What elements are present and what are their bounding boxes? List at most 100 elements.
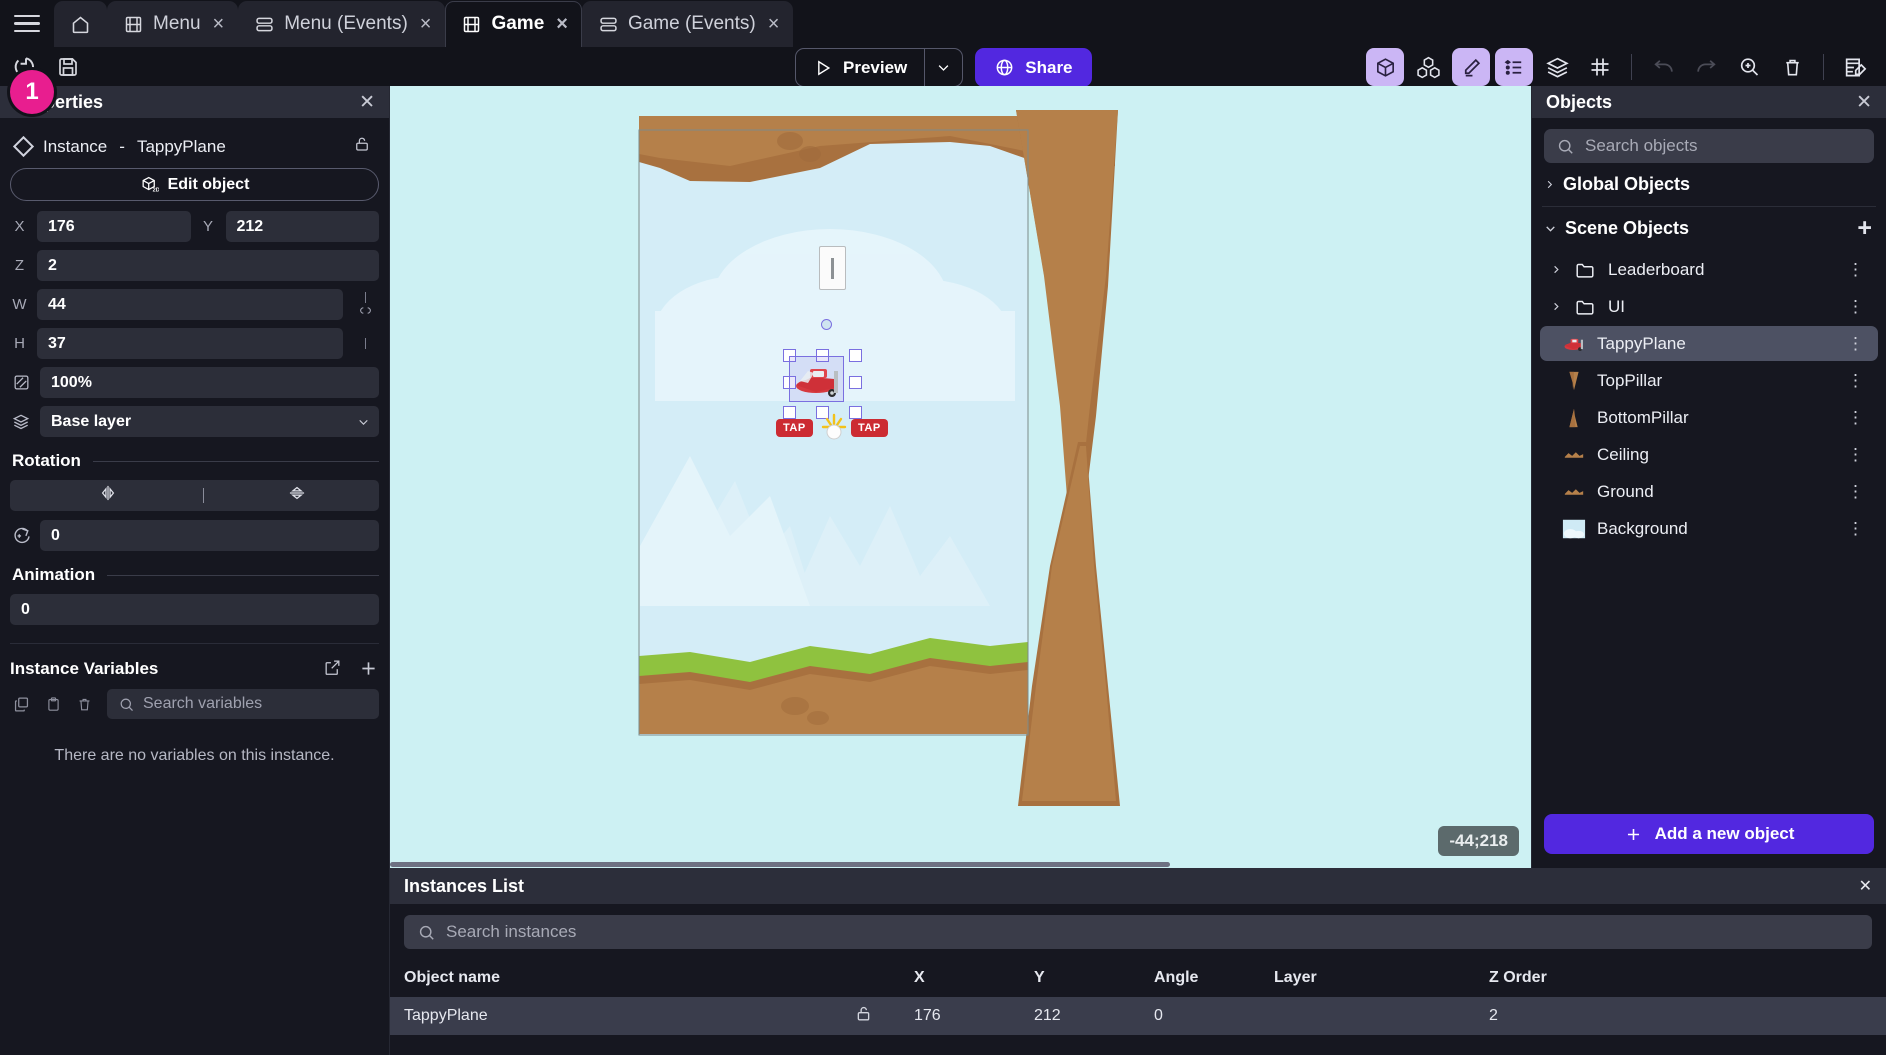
preview-button[interactable]: Preview xyxy=(796,49,924,86)
opacity-input[interactable]: 100% xyxy=(40,367,379,398)
close-icon[interactable]: ✕ xyxy=(1856,91,1872,113)
object-menu-icon[interactable]: ⋮ xyxy=(1847,333,1864,353)
h-input[interactable]: 37 xyxy=(37,328,343,359)
object-item-tappyplane[interactable]: TappyPlane ⋮ xyxy=(1540,326,1878,361)
y-input[interactable]: 212 xyxy=(225,211,379,242)
column-angle[interactable]: Angle xyxy=(1154,969,1199,986)
object-label: Background xyxy=(1597,518,1688,538)
object-menu-icon[interactable]: ⋮ xyxy=(1847,296,1864,316)
resize-handle-tc[interactable] xyxy=(816,349,829,362)
table-row[interactable]: TappyPlane 176 212 0 2 xyxy=(390,997,1886,1035)
delete-button[interactable] xyxy=(1773,48,1811,86)
object-item-background[interactable]: Background ⋮ xyxy=(1540,511,1878,546)
w-input[interactable]: 44 xyxy=(37,289,343,320)
instances-list-header: Instances List ✕ xyxy=(390,868,1886,904)
x-input[interactable]: 176 xyxy=(37,211,191,242)
redo-button[interactable] xyxy=(1687,48,1725,86)
tab-game[interactable]: Game × xyxy=(445,1,582,47)
open-external-icon[interactable] xyxy=(323,658,342,677)
z-input[interactable]: 2 xyxy=(37,250,379,281)
svg-text:2D: 2D xyxy=(152,188,158,194)
search-objects-input[interactable]: Search objects xyxy=(1544,129,1874,163)
rotation-input[interactable]: 0 xyxy=(40,520,379,551)
object-item-ground[interactable]: Ground ⋮ xyxy=(1540,474,1878,509)
instances-list-panel: Instances List ✕ Search instances Object… xyxy=(390,868,1886,1055)
object-menu-icon[interactable]: ⋮ xyxy=(1847,407,1864,427)
column-x[interactable]: X xyxy=(914,969,925,986)
global-objects-group[interactable]: Global Objects xyxy=(1532,163,1886,206)
edit-object-button[interactable]: 2D Edit object xyxy=(10,168,379,201)
preview-options-button[interactable] xyxy=(924,49,962,86)
open-editor-button[interactable] xyxy=(1836,48,1874,86)
resize-handle-bl[interactable] xyxy=(783,406,796,419)
tab-menu[interactable]: Menu × xyxy=(107,1,239,47)
object-item-ceiling[interactable]: Ceiling ⋮ xyxy=(1540,437,1878,472)
folder-icon xyxy=(1576,263,1594,278)
object-item-bottompillar[interactable]: BottomPillar ⋮ xyxy=(1540,400,1878,435)
close-icon[interactable]: ✕ xyxy=(1858,878,1872,895)
trash-icon[interactable] xyxy=(76,695,93,714)
tab-menu-events[interactable]: Menu (Events) × xyxy=(238,1,446,47)
canvas-horizontal-scrollbar[interactable] xyxy=(390,862,1170,867)
layers-button[interactable] xyxy=(1538,48,1576,86)
rotation-handle[interactable] xyxy=(821,319,832,330)
tab-label: Game xyxy=(491,13,545,34)
tappyplane-sprite xyxy=(796,369,838,397)
column-z-order[interactable]: Z Order xyxy=(1489,969,1547,986)
add-object-icon[interactable]: + xyxy=(1857,213,1872,242)
object-item-toppillar[interactable]: TopPillar ⋮ xyxy=(1540,363,1878,398)
object-3d-button[interactable] xyxy=(1366,48,1404,86)
object-menu-icon[interactable]: ⋮ xyxy=(1847,444,1864,464)
copy-icon[interactable] xyxy=(12,695,31,714)
close-icon[interactable]: ✕ xyxy=(359,91,375,113)
tab-close-icon[interactable]: × xyxy=(419,13,432,35)
column-y[interactable]: Y xyxy=(1034,969,1045,986)
tab-home[interactable] xyxy=(54,1,107,47)
scene-canvas[interactable]: TAP TAP -44;218 xyxy=(390,86,1531,868)
cell-lock[interactable] xyxy=(854,1004,914,1028)
chevron-right-icon[interactable] xyxy=(1550,264,1562,275)
resize-handle-br[interactable] xyxy=(849,406,862,419)
column-object-name[interactable]: Object name xyxy=(404,969,501,986)
undo-button[interactable] xyxy=(1644,48,1682,86)
grid-button[interactable] xyxy=(1581,48,1619,86)
resize-handle-mr[interactable] xyxy=(849,376,862,389)
objects-stack-button[interactable] xyxy=(1409,48,1447,86)
object-menu-icon[interactable]: ⋮ xyxy=(1847,481,1864,501)
paste-icon[interactable] xyxy=(45,695,62,714)
add-new-object-button[interactable]: Add a new object xyxy=(1544,814,1874,854)
save-button[interactable] xyxy=(52,51,84,83)
properties-panel: Properties ✕ Instance - TappyPlane 2D xyxy=(0,86,390,1055)
object-item-leaderboard[interactable]: Leaderboard ⋮ xyxy=(1540,252,1878,287)
resize-handle-tr[interactable] xyxy=(849,349,862,362)
search-instances-input[interactable]: Search instances xyxy=(404,915,1872,949)
chevron-right-icon[interactable] xyxy=(1550,301,1562,312)
object-menu-icon[interactable]: ⋮ xyxy=(1847,370,1864,390)
scene-objects-group[interactable]: Scene Objects + xyxy=(1532,207,1886,250)
selected-instance-tappyplane[interactable] xyxy=(789,356,844,402)
chevron-right-icon xyxy=(1547,180,1553,189)
edit-pencil-button[interactable] xyxy=(1452,48,1490,86)
main-menu-button[interactable] xyxy=(0,0,54,47)
tab-close-icon[interactable]: × xyxy=(212,13,225,35)
lock-button[interactable] xyxy=(353,135,377,158)
search-variables-input[interactable]: Search variables xyxy=(107,689,379,719)
object-menu-icon[interactable]: ⋮ xyxy=(1847,518,1864,538)
zoom-button[interactable] xyxy=(1730,48,1768,86)
animation-input[interactable]: 0 xyxy=(10,594,379,625)
flip-vertical-button[interactable] xyxy=(287,483,307,508)
add-variable-icon[interactable] xyxy=(358,658,379,679)
instances-list-button[interactable] xyxy=(1495,48,1533,86)
tab-game-events[interactable]: Game (Events) × xyxy=(581,1,794,47)
object-menu-icon[interactable]: ⋮ xyxy=(1847,259,1864,279)
flip-horizontal-button[interactable] xyxy=(98,483,118,508)
column-layer[interactable]: Layer xyxy=(1274,969,1317,986)
layer-select[interactable]: Base layer xyxy=(40,406,379,437)
resize-handle-bc[interactable] xyxy=(816,406,829,419)
aspect-ratio-link-button[interactable] xyxy=(351,292,379,317)
editor-toolbar: 1 Preview Share xyxy=(0,47,1886,114)
tab-close-icon[interactable]: × xyxy=(556,13,568,35)
share-button[interactable]: Share xyxy=(975,48,1092,87)
tab-close-icon[interactable]: × xyxy=(767,13,780,35)
object-item-ui[interactable]: UI ⋮ xyxy=(1540,289,1878,324)
